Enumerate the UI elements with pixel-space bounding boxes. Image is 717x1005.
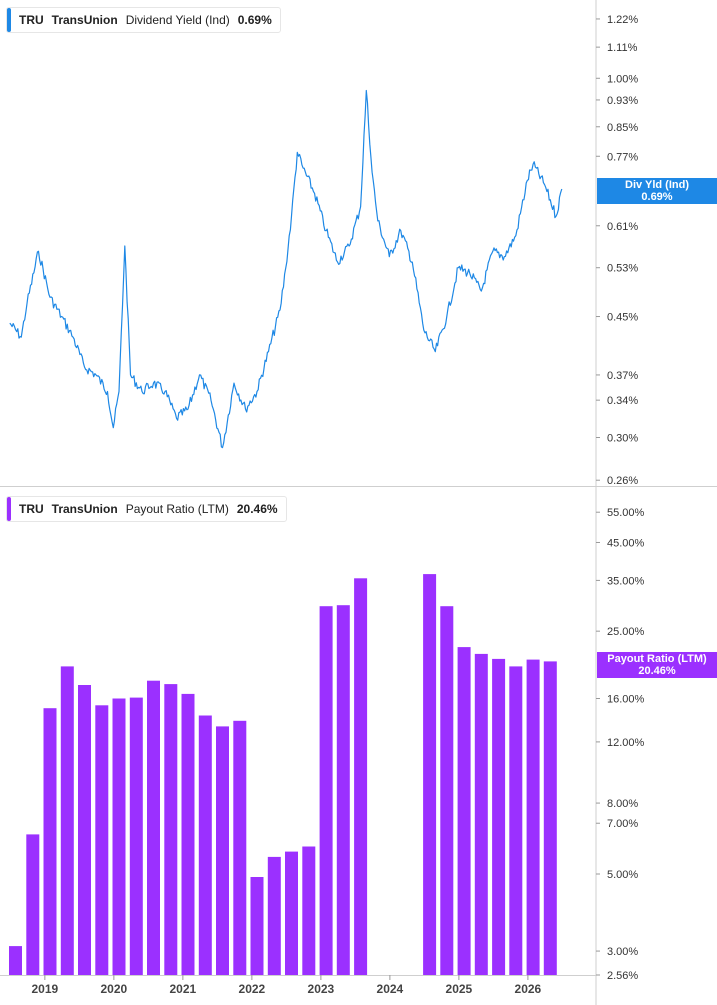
x-tick-label: 2019 [32,982,59,996]
flag-value: 0.69% [641,191,673,203]
payout-ratio-legend[interactable]: TRU TransUnion Payout Ratio (LTM) 20.46% [6,496,287,522]
x-tick-label: 2026 [515,982,542,996]
y-tick-label-payout-ratio: 55.00% [607,507,645,519]
legend-metric: Dividend Yield (Ind) [125,13,230,27]
dividend-yield-legend[interactable]: TRU TransUnion Dividend Yield (Ind) 0.69… [6,7,281,33]
payout-ratio-bar [60,666,74,975]
payout-ratio-bar [474,653,488,975]
dividend-yield-line [9,89,563,449]
payout-ratio-bar [164,684,178,975]
y-tick-label-payout-ratio: 2.56% [607,970,638,982]
x-tick-label: 2021 [170,982,197,996]
dividend-yield-price-flag: Div Yld (Ind) 0.69% [597,178,717,204]
y-tick-label-payout-ratio: 3.00% [607,946,638,958]
payout-ratio-bar [526,659,540,975]
legend-company: TransUnion [51,502,118,516]
x-tick-label: 2020 [101,982,128,996]
payout-ratio-swatch [7,497,11,521]
y-tick-label-payout-ratio: 45.00% [607,537,645,549]
x-tick-label: 2025 [446,982,473,996]
legend-ticker: TRU [19,502,44,516]
payout-ratio-bar [78,685,91,975]
y-tick-label-dividend-yield: 0.61% [607,221,638,233]
payout-ratio-bar [129,697,143,975]
y-tick-label-dividend-yield: 0.37% [607,370,638,382]
payout-ratio-bar [43,708,57,975]
y-tick-label-payout-ratio: 16.00% [607,694,645,706]
payout-ratio-bar [250,877,264,975]
y-tick-label-dividend-yield: 0.53% [607,263,638,275]
payout-ratio-bar [267,856,281,975]
payout-ratio-bar [26,834,40,975]
legend-company: TransUnion [51,13,118,27]
dividend-yield-swatch [7,8,11,32]
legend-value: 20.46% [236,502,278,516]
y-tick-label-payout-ratio: 5.00% [607,869,638,881]
payout-ratio-bar [198,715,212,975]
y-tick-label-dividend-yield: 0.45% [607,312,638,324]
y-tick-label-payout-ratio: 12.00% [607,737,645,749]
payout-ratio-bar [216,726,229,975]
y-tick-label-payout-ratio: 25.00% [607,626,645,638]
payout-ratio-bar [543,661,557,975]
payout-ratio-price-flag: Payout Ratio (LTM) 20.46% [597,652,717,678]
legend-value: 0.69% [237,13,272,27]
legend-metric: Payout Ratio (LTM) [125,502,229,516]
y-tick-label-dividend-yield: 0.26% [607,475,638,487]
flag-value: 20.46% [638,665,676,677]
y-tick-label-dividend-yield: 0.93% [607,95,638,107]
payout-ratio-bar [9,946,22,975]
payout-ratio-bar [181,693,195,975]
payout-ratio-bar [319,606,333,975]
payout-ratio-bar [509,666,523,975]
payout-ratio-bar [354,578,368,975]
payout-ratio-bar [336,605,350,975]
x-tick-label: 2024 [377,982,404,996]
payout-ratio-bar [95,705,109,975]
y-tick-label-dividend-yield: 0.34% [607,395,638,407]
y-tick-label-payout-ratio: 35.00% [607,575,645,587]
y-tick-label-dividend-yield: 1.22% [607,14,638,26]
payout-ratio-bar [112,698,126,975]
payout-ratio-bar [147,680,160,975]
payout-ratio-bar [285,851,298,975]
payout-ratio-bar [302,846,316,975]
y-tick-label-dividend-yield: 1.00% [607,73,638,85]
flag-label: Div Yld (Ind) [625,179,689,191]
payout-ratio-bar [423,574,437,975]
payout-ratio-bar [457,647,471,975]
flag-label: Payout Ratio (LTM) [607,653,707,665]
payout-ratio-bar [440,606,454,975]
y-tick-label-dividend-yield: 0.30% [607,433,638,445]
y-tick-label-dividend-yield: 1.11% [607,42,638,54]
payout-ratio-bar [233,720,247,975]
legend-ticker: TRU [19,13,44,27]
y-tick-label-dividend-yield: 0.85% [607,122,638,134]
y-tick-label-payout-ratio: 8.00% [607,798,638,810]
payout-ratio-bar [492,658,506,975]
x-tick-label: 2022 [239,982,266,996]
x-tick-label: 2023 [308,982,335,996]
y-tick-label-dividend-yield: 0.77% [607,151,638,163]
y-tick-label-payout-ratio: 7.00% [607,818,638,830]
